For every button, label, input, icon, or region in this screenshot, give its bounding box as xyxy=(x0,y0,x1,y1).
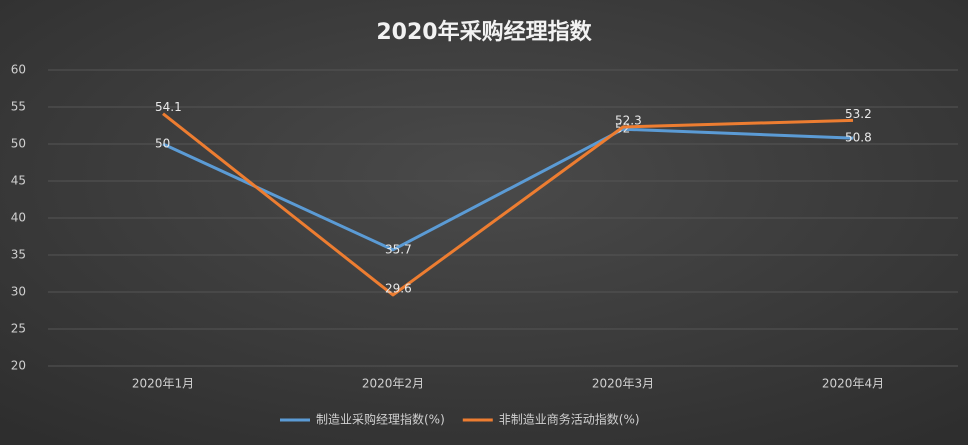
y-tick-label: 30 xyxy=(11,285,26,299)
legend-label: 非制造业商务活动指数(%) xyxy=(499,412,640,427)
data-label: 54.1 xyxy=(155,100,182,114)
x-tick-label: 2020年3月 xyxy=(592,377,654,391)
x-tick-label: 2020年4月 xyxy=(822,377,884,391)
series-line xyxy=(162,112,854,297)
data-label: 53.2 xyxy=(845,107,872,121)
y-tick-label: 50 xyxy=(11,137,26,151)
y-tick-label: 35 xyxy=(11,248,26,262)
data-label: 29.6 xyxy=(385,281,412,295)
legend: 制造业采购经理指数(%) 非制造业商务活动指数(%) xyxy=(280,412,640,427)
x-tick-label: 2020年1月 xyxy=(132,377,194,391)
data-label: 50 xyxy=(155,137,170,151)
data-label: 52.3 xyxy=(615,113,642,127)
chart-title: 2020年采购经理指数 xyxy=(376,19,592,45)
y-tick-label: 45 xyxy=(11,174,26,188)
x-tick-label: 2020年2月 xyxy=(362,377,424,391)
data-label: 35.7 xyxy=(385,242,412,256)
y-tick-label: 55 xyxy=(11,100,26,114)
y-tick-label: 20 xyxy=(11,359,26,373)
data-label: 50.8 xyxy=(845,131,872,145)
y-tick-label: 40 xyxy=(11,211,26,225)
y-tick-label: 60 xyxy=(11,63,26,77)
series-line xyxy=(162,127,854,252)
legend-label: 制造业采购经理指数(%) xyxy=(316,412,445,427)
y-tick-label: 25 xyxy=(11,322,26,336)
